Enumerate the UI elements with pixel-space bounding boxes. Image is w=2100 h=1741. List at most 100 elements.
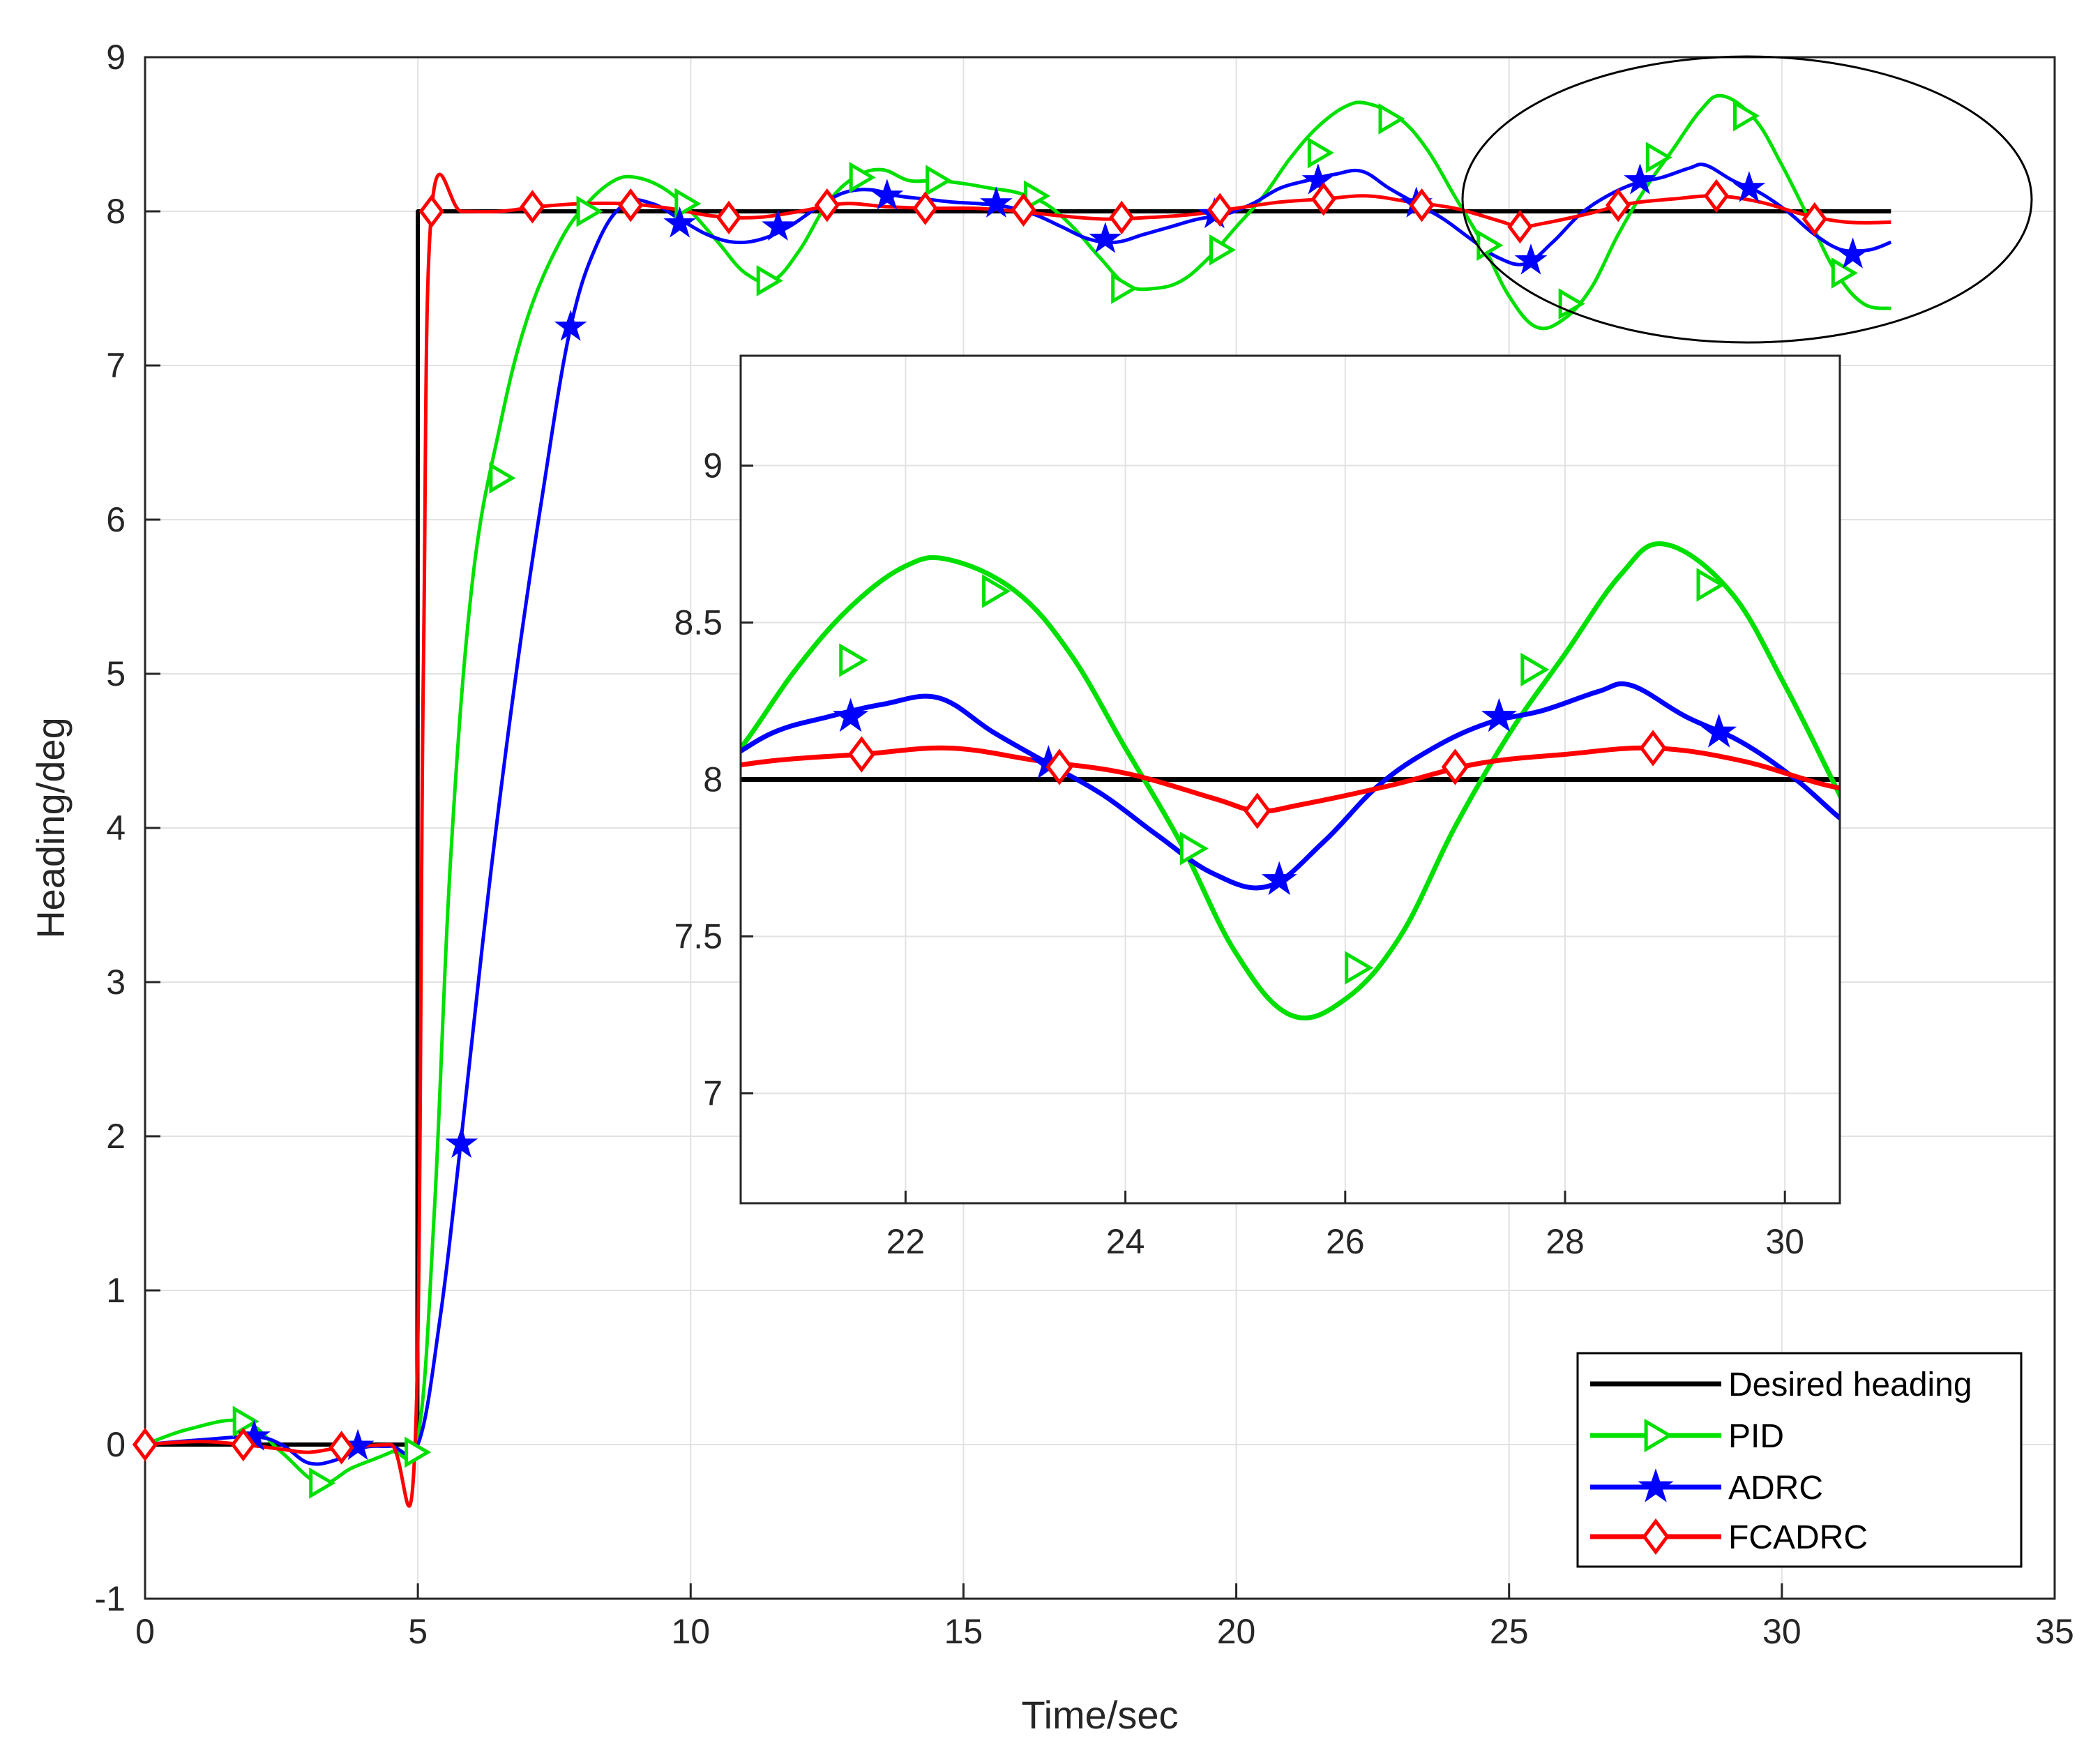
marker-pid: [1307, 137, 1334, 169]
marker-fcadrc: [1703, 179, 1730, 213]
marker-fcadrc: [912, 191, 938, 225]
main-x-tick-label: 15: [944, 1612, 983, 1651]
marker-pid: [926, 165, 953, 197]
legend-marker-pid: [1644, 1418, 1673, 1453]
inset-markers: [833, 568, 1737, 985]
main-y-tick-label: 4: [106, 808, 126, 847]
main-x-tick-label: 20: [1217, 1612, 1256, 1651]
marker-adrc: [762, 209, 794, 241]
legend-label-adrc: ADRC: [1728, 1470, 1823, 1507]
main-y-tick-label: 6: [106, 500, 126, 539]
marker-fcadrc: [1507, 209, 1533, 244]
legend: Desired heading PID ADRC FCADRC: [1576, 1352, 2023, 1568]
legend-entry-desired-heading: Desired heading: [1590, 1366, 1972, 1403]
inset-y-tick-label: 9: [703, 446, 723, 485]
marker-fcadrc: [1011, 193, 1036, 227]
legend-entry-fcadrc: FCADRC: [1590, 1518, 1868, 1556]
inset-y-tick-label: 7.5: [674, 917, 723, 956]
marker-fcadrc: [1207, 193, 1233, 227]
marker-adrc: [1732, 171, 1766, 202]
main-y-tick-label: 1: [106, 1271, 126, 1310]
legend-entry-adrc: ADRC: [1590, 1468, 1823, 1507]
inset-y-tick-label: 8: [703, 760, 723, 799]
marker-fcadrc: [618, 188, 644, 223]
inset-zoom-axes: 22 24 26 28 30 7 7.5 8 8.5 9: [674, 354, 1841, 1261]
main-y-tick-label: 3: [106, 963, 126, 1002]
inset-x-tick-label: 24: [1106, 1222, 1145, 1261]
inset-marker-pid: [1520, 652, 1550, 687]
main-plot-frame: [144, 56, 2056, 1600]
inset-marker-fcadrc: [1045, 748, 1073, 785]
marker-pid: [489, 462, 516, 494]
inset-marker-pid: [982, 574, 1011, 608]
legend-entry-pid: PID: [1590, 1418, 1784, 1455]
marker-pid: [405, 1436, 432, 1468]
main-x-tick-label: 10: [671, 1612, 710, 1651]
legend-label-desired-heading: Desired heading: [1728, 1366, 1972, 1403]
marker-pid: [1645, 142, 1672, 174]
inset-marker-adrc: [1701, 714, 1737, 748]
inset-line-pid: [741, 541, 1840, 1020]
legend-label-pid: PID: [1728, 1418, 1784, 1455]
marker-adrc: [1301, 163, 1335, 195]
inset-x-tick-label: 28: [1546, 1222, 1585, 1261]
marker-fcadrc: [520, 190, 545, 224]
inset-x-tick-label: 30: [1765, 1222, 1804, 1261]
main-y-tick-label: 2: [106, 1117, 126, 1156]
main-x-tick-label: 35: [2035, 1612, 2074, 1651]
y-axis-label: Heading/deg: [29, 717, 73, 939]
inset-x-tick-label: 26: [1326, 1222, 1365, 1261]
inset-marker-pid: [1345, 951, 1374, 985]
main-markers: [132, 100, 1869, 1499]
marker-adrc: [663, 206, 696, 238]
main-x-tick-label: 0: [135, 1612, 155, 1651]
inset-marker-pid: [1696, 568, 1725, 602]
marker-adrc: [445, 1126, 478, 1158]
inset-plot-frame: [739, 354, 1841, 1205]
marker-adrc: [1514, 243, 1548, 275]
main-y-tick-label: 7: [106, 346, 126, 385]
legend-marker-fcadrc: [1642, 1518, 1670, 1555]
marker-fcadrc: [1310, 182, 1336, 216]
marker-fcadrc: [1606, 188, 1631, 223]
legend-marker-adrc: [1638, 1468, 1674, 1502]
inset-series: [741, 541, 1840, 1020]
marker-fcadrc: [418, 194, 444, 229]
marker-fcadrc: [814, 188, 840, 223]
marker-pid: [1732, 100, 1760, 132]
inset-y-tick-label: 7: [703, 1074, 723, 1113]
marker-fcadrc: [716, 200, 742, 235]
inset-marker-pid: [839, 643, 868, 677]
marker-adrc: [870, 179, 904, 210]
inset-marker-fcadrc: [1441, 748, 1470, 785]
inset-marker-adrc: [1481, 698, 1517, 732]
marker-adrc: [1836, 237, 1869, 269]
marker-fcadrc: [132, 1427, 158, 1462]
marker-pid: [576, 195, 603, 227]
inset-x-tick-label: 22: [886, 1222, 926, 1261]
marker-pid: [309, 1467, 336, 1499]
series-line-pid: [144, 93, 1891, 1486]
inset-marker-fcadrc: [847, 736, 875, 773]
marker-adrc: [1089, 222, 1122, 253]
inset-marker-adrc: [833, 698, 869, 732]
inset-marker-pid: [1179, 831, 1209, 866]
marker-pid: [1111, 273, 1138, 304]
marker-fcadrc: [1109, 200, 1135, 235]
marker-pid: [674, 188, 702, 220]
marker-pid: [849, 162, 876, 193]
marker-fcadrc: [1409, 188, 1435, 223]
marker-fcadrc: [230, 1427, 256, 1462]
inset-marker-fcadrc: [1244, 792, 1271, 829]
marker-pid: [1209, 234, 1237, 266]
marker-adrc: [1624, 163, 1656, 195]
inset-marker-fcadrc: [1639, 730, 1667, 767]
main-x-tick-label: 30: [1762, 1612, 1801, 1651]
marker-pid: [756, 265, 783, 296]
main-y-tick-label: 5: [106, 654, 126, 693]
main-x-tick-label: 25: [1490, 1612, 1529, 1651]
inset-line-fcadrc: [741, 745, 1840, 814]
marker-pid: [232, 1405, 259, 1438]
